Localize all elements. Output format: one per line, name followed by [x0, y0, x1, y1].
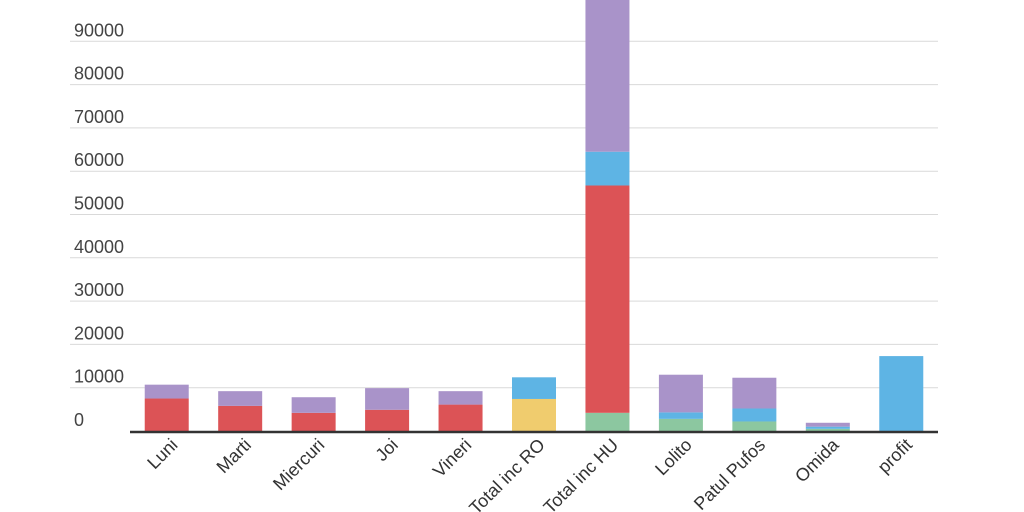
x-tick-label: Joi [372, 435, 402, 465]
y-tick-label: 60000 [74, 150, 124, 170]
x-tick-label: Lolito [651, 435, 696, 480]
x-tick-label: Omida [791, 434, 843, 486]
bar-segment [732, 377, 777, 409]
bar-segment [365, 409, 410, 431]
bar-segment [144, 384, 189, 399]
bar-segment [879, 356, 924, 431]
bar-segment [585, 185, 630, 413]
bar-segment [218, 391, 263, 406]
y-tick-label: 40000 [74, 237, 124, 257]
y-tick-label: 30000 [74, 280, 124, 300]
bar-segment [512, 377, 556, 399]
bar-segment [805, 422, 850, 427]
x-tick-label: Luni [143, 435, 181, 473]
y-tick-label: 20000 [74, 323, 124, 343]
x-tick-label: Marti [213, 435, 255, 477]
y-tick-label: 70000 [74, 107, 124, 127]
bar-segment [365, 388, 410, 410]
bar-segment [512, 398, 556, 431]
gridlines [70, 40, 938, 389]
bar-segment [585, 151, 630, 186]
bar-segment [438, 391, 483, 405]
bar-segment [805, 428, 850, 431]
bar-segment [658, 374, 703, 413]
bar-segment [291, 397, 336, 413]
y-tick-label: 90000 [74, 20, 124, 40]
y-tick-label: 0 [74, 410, 84, 430]
y-tick-label: 80000 [74, 64, 124, 84]
x-tick-label: Total inc RO [465, 435, 548, 512]
x-tick-label: Total inc HU [540, 435, 623, 512]
bar-segment [732, 421, 777, 431]
y-tick-labels: 0 10000 20000 30000 40000 50000 60000 70000 8000… [74, 20, 124, 430]
x-tick-label: Patul Pufos [690, 435, 769, 512]
bar-segment [291, 412, 336, 431]
y-tick-label: 10000 [74, 367, 124, 387]
bars [144, 0, 924, 431]
bar-segment [585, 0, 630, 152]
bar-segment [805, 426, 850, 429]
bar-segment [732, 408, 777, 422]
bar-segment [218, 405, 263, 431]
x-tick-label: Vineri [429, 435, 475, 481]
bar-segment [144, 398, 189, 431]
x-tick-label: Miercuri [269, 435, 328, 494]
bar-segment [658, 418, 703, 431]
bar-segment [438, 404, 483, 431]
x-tick-label: profit [874, 435, 916, 477]
bar-segment [585, 412, 630, 431]
y-tick-label: 50000 [74, 194, 124, 214]
bar-segment [658, 412, 703, 419]
